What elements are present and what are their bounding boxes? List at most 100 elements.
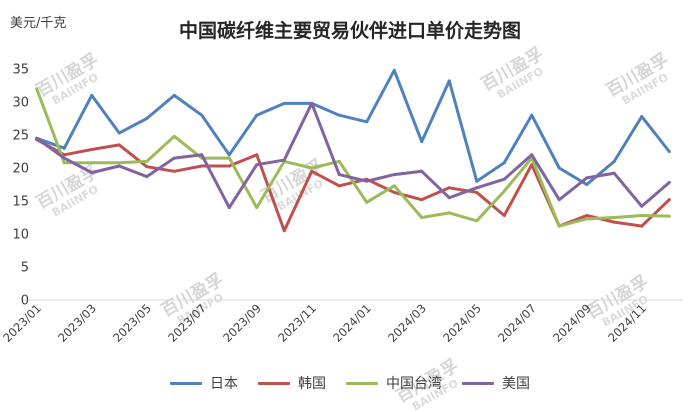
data-point xyxy=(447,211,451,215)
series-line-2 xyxy=(35,87,671,228)
data-point xyxy=(475,179,479,183)
series-line-3 xyxy=(35,101,671,210)
data-point xyxy=(282,229,286,233)
data-point xyxy=(502,189,506,193)
data-point xyxy=(502,214,506,218)
data-point xyxy=(200,164,204,168)
data-point xyxy=(585,183,589,186)
y-tick-label: 0 xyxy=(21,294,29,309)
data-point xyxy=(667,198,671,202)
legend-label-usa: 美国 xyxy=(502,376,530,392)
data-point xyxy=(640,204,644,208)
data-point xyxy=(90,148,94,152)
data-point xyxy=(145,165,149,169)
data-point xyxy=(667,150,671,153)
data-point xyxy=(255,153,259,157)
data-point xyxy=(62,146,66,150)
series-line-1 xyxy=(35,138,671,233)
legend-item-japan: 日本 xyxy=(170,373,238,393)
x-tick-label: 2024/05 xyxy=(440,301,484,345)
data-point xyxy=(530,113,534,117)
legend-item-taiwan: 中国台湾 xyxy=(346,373,442,393)
data-point xyxy=(172,156,176,160)
data-point xyxy=(310,169,314,173)
data-point xyxy=(640,214,644,218)
data-point xyxy=(612,171,616,175)
data-point xyxy=(337,184,341,188)
data-point xyxy=(667,214,671,218)
data-point xyxy=(502,161,506,165)
data-point xyxy=(585,217,589,221)
legend-swatch-usa xyxy=(462,381,494,385)
data-point xyxy=(530,153,534,157)
legend-label-japan: 日本 xyxy=(210,376,238,392)
data-point xyxy=(557,224,561,228)
data-point xyxy=(447,79,451,83)
data-point xyxy=(310,101,314,105)
data-point xyxy=(447,196,451,200)
data-point xyxy=(667,181,671,185)
x-tick-label: 2023/11 xyxy=(275,301,319,345)
data-point xyxy=(310,166,314,170)
y-tick-label: 5 xyxy=(21,261,29,276)
data-point xyxy=(255,206,259,210)
data-point xyxy=(62,153,66,157)
data-point xyxy=(585,176,589,180)
x-tick-label: 2024/03 xyxy=(385,301,429,345)
y-axis-unit-label: 美元/千克 xyxy=(10,16,67,31)
y-tick-label: 25 xyxy=(12,129,29,144)
data-point xyxy=(90,171,94,175)
data-point xyxy=(392,184,396,188)
legend-label-taiwan: 中国台湾 xyxy=(386,376,442,392)
legend-item-korea: 韩国 xyxy=(258,373,326,393)
y-tick-label: 30 xyxy=(12,96,29,111)
data-point xyxy=(420,198,424,202)
data-point xyxy=(200,113,204,117)
data-point xyxy=(447,186,451,190)
data-point xyxy=(172,93,176,97)
data-point xyxy=(365,200,369,204)
data-point xyxy=(282,158,286,162)
data-point xyxy=(145,175,149,179)
data-point xyxy=(35,136,39,140)
data-point xyxy=(337,173,341,177)
data-point xyxy=(117,143,121,147)
legend: 日本 韩国 中国台湾 美国 xyxy=(0,372,700,394)
data-point xyxy=(502,177,506,181)
data-point xyxy=(255,163,259,167)
data-point xyxy=(420,169,424,173)
data-point xyxy=(640,224,644,228)
data-point xyxy=(90,161,94,165)
legend-item-usa: 美国 xyxy=(462,373,530,393)
series-line-0 xyxy=(35,68,671,186)
data-point xyxy=(117,131,121,135)
data-point xyxy=(640,115,644,119)
data-point xyxy=(90,93,94,97)
data-point xyxy=(227,156,231,160)
data-point xyxy=(117,161,121,165)
x-tick-label: 2023/05 xyxy=(110,301,154,345)
legend-swatch-japan xyxy=(170,381,202,385)
data-point xyxy=(145,117,149,120)
data-point xyxy=(420,140,424,144)
data-point xyxy=(145,159,149,163)
data-point xyxy=(585,214,589,218)
legend-swatch-taiwan xyxy=(346,381,378,385)
data-point xyxy=(172,134,176,138)
y-tick-label: 20 xyxy=(12,162,29,177)
data-point xyxy=(227,164,231,168)
data-point xyxy=(255,113,259,117)
chart-title: 中国碳纤维主要贸易伙伴进口单价走势图 xyxy=(178,20,521,42)
data-point xyxy=(612,220,616,224)
y-tick-label: 35 xyxy=(12,63,29,78)
data-point xyxy=(365,179,369,183)
data-point xyxy=(420,216,424,219)
y-tick-label: 10 xyxy=(12,228,29,243)
legend-label-korea: 韩国 xyxy=(298,376,326,392)
data-point xyxy=(62,156,66,160)
data-point xyxy=(475,190,479,194)
x-tick-label: 2024/09 xyxy=(550,301,594,345)
